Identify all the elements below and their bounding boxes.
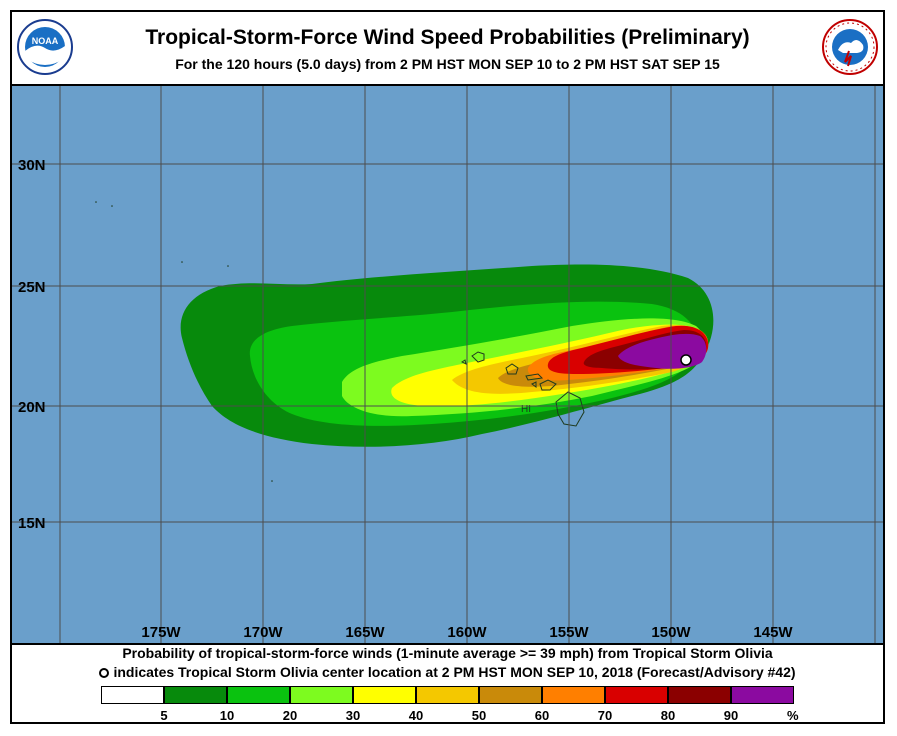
island-molokai [525,373,544,381]
map-canvas: HI [12,86,883,643]
legend-label: 30 [345,708,361,723]
noaa-logo-text: NOAA [32,36,59,46]
island-hawaii [555,391,585,427]
legend-swatch [479,686,542,704]
legend-label: 70 [597,708,613,723]
legend-label: 50 [471,708,487,723]
legend-swatch [227,686,290,704]
legend-swatch [164,686,227,704]
legend-swatch [353,686,416,704]
island-kauai [471,351,485,363]
lon-label-165w: 165W [345,624,385,641]
lon-label-175w: 175W [141,624,181,641]
latitude-labels: 30N 25N 20N 15N [18,157,46,532]
legend-swatch [416,686,479,704]
grid-lines [12,86,883,643]
probability-map: HI [12,84,883,645]
lon-label-145w: 145W [753,624,793,641]
legend-unit: % [787,708,799,723]
legend-swatch [668,686,731,704]
legend-label: 5 [160,708,168,723]
legend-swatch [542,686,605,704]
noaa-logo-icon: NOAA [17,19,73,75]
longitude-labels: 175W 170W 165W 160W 155W 150W 145W [141,624,793,641]
legend-label: 60 [534,708,550,723]
legend-label: 90 [723,708,739,723]
legend-label: 80 [660,708,676,723]
island-maui [539,379,557,391]
hawaiian-islands [461,351,585,427]
footer: Probability of tropical-storm-force wind… [12,643,883,723]
storm-center-marker [680,354,692,366]
legend-label: 20 [282,708,298,723]
island-label: HI [521,404,531,415]
island-oahu [505,363,519,375]
graphic-frame: NOAA Tropical-Storm-Force Wind Speed Pro… [10,10,885,724]
circle-marker-icon [99,668,110,678]
island-niihau [461,359,467,365]
lat-label-15n: 15N [18,515,46,532]
lon-label-160w: 160W [447,624,487,641]
header: NOAA Tropical-Storm-Force Wind Speed Pro… [12,12,883,84]
small-islets [95,201,273,482]
legend-swatch [101,686,164,704]
legend-label: 40 [408,708,424,723]
page-subtitle: For the 120 hours (5.0 days) from 2 PM H… [175,56,720,72]
island-lanai [531,381,537,388]
lat-label-25n: 25N [18,279,46,296]
center-location-text: indicates Tropical Storm Olivia center l… [113,664,796,680]
center-location-note: indicates Tropical Storm Olivia center l… [12,664,883,680]
probability-contours [180,264,714,447]
probability-description: Probability of tropical-storm-force wind… [122,645,773,661]
page-title: Tropical-Storm-Force Wind Speed Probabil… [145,26,750,49]
legend-swatch [605,686,668,704]
lat-label-20n: 20N [18,399,46,416]
legend-swatch [290,686,353,704]
lat-label-30n: 30N [18,157,46,174]
legend-swatch [731,686,794,704]
lon-label-155w: 155W [549,624,589,641]
legend-label: 10 [219,708,235,723]
lon-label-170w: 170W [243,624,283,641]
lon-label-150w: 150W [651,624,691,641]
nws-logo-icon [822,19,878,75]
